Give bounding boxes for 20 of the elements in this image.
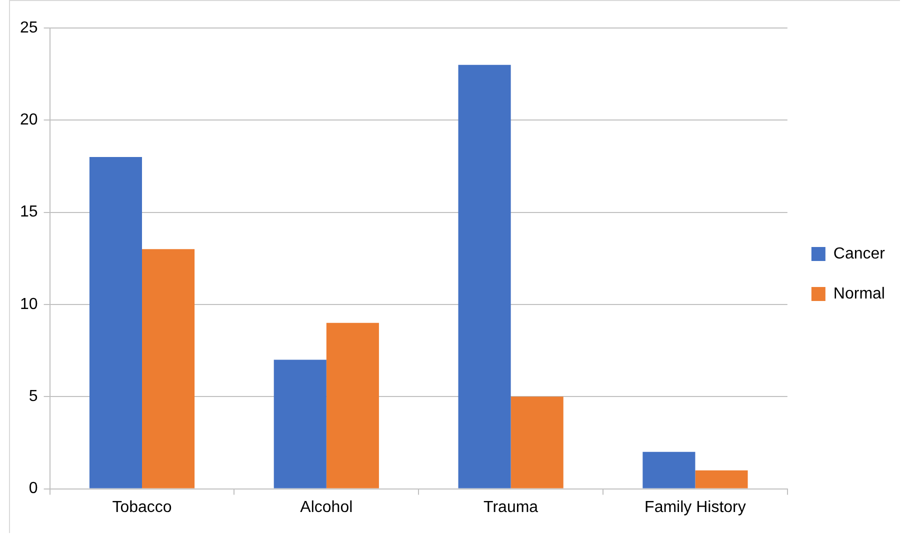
x-tick-label: Alcohol xyxy=(300,498,353,516)
y-tick-label: 5 xyxy=(28,388,38,406)
bar xyxy=(326,322,379,488)
x-tick-label: Trauma xyxy=(484,498,538,516)
bar xyxy=(89,157,142,488)
y-tick-label: 20 xyxy=(20,112,38,129)
legend-label: Cancer xyxy=(833,245,886,262)
bar xyxy=(274,360,326,488)
bar xyxy=(695,470,748,488)
x-tick-label: Family History xyxy=(644,498,746,516)
bar xyxy=(142,249,195,488)
bar xyxy=(510,396,564,488)
bar xyxy=(458,64,511,488)
y-tick-label: 15 xyxy=(20,204,38,221)
y-tick-label: 10 xyxy=(20,296,38,313)
y-tick-label: 0 xyxy=(28,480,38,498)
bar xyxy=(642,452,696,488)
legend-label: Normal xyxy=(833,285,885,302)
y-tick-label: 25 xyxy=(20,19,38,36)
x-tick-label: Tobacco xyxy=(112,498,172,516)
